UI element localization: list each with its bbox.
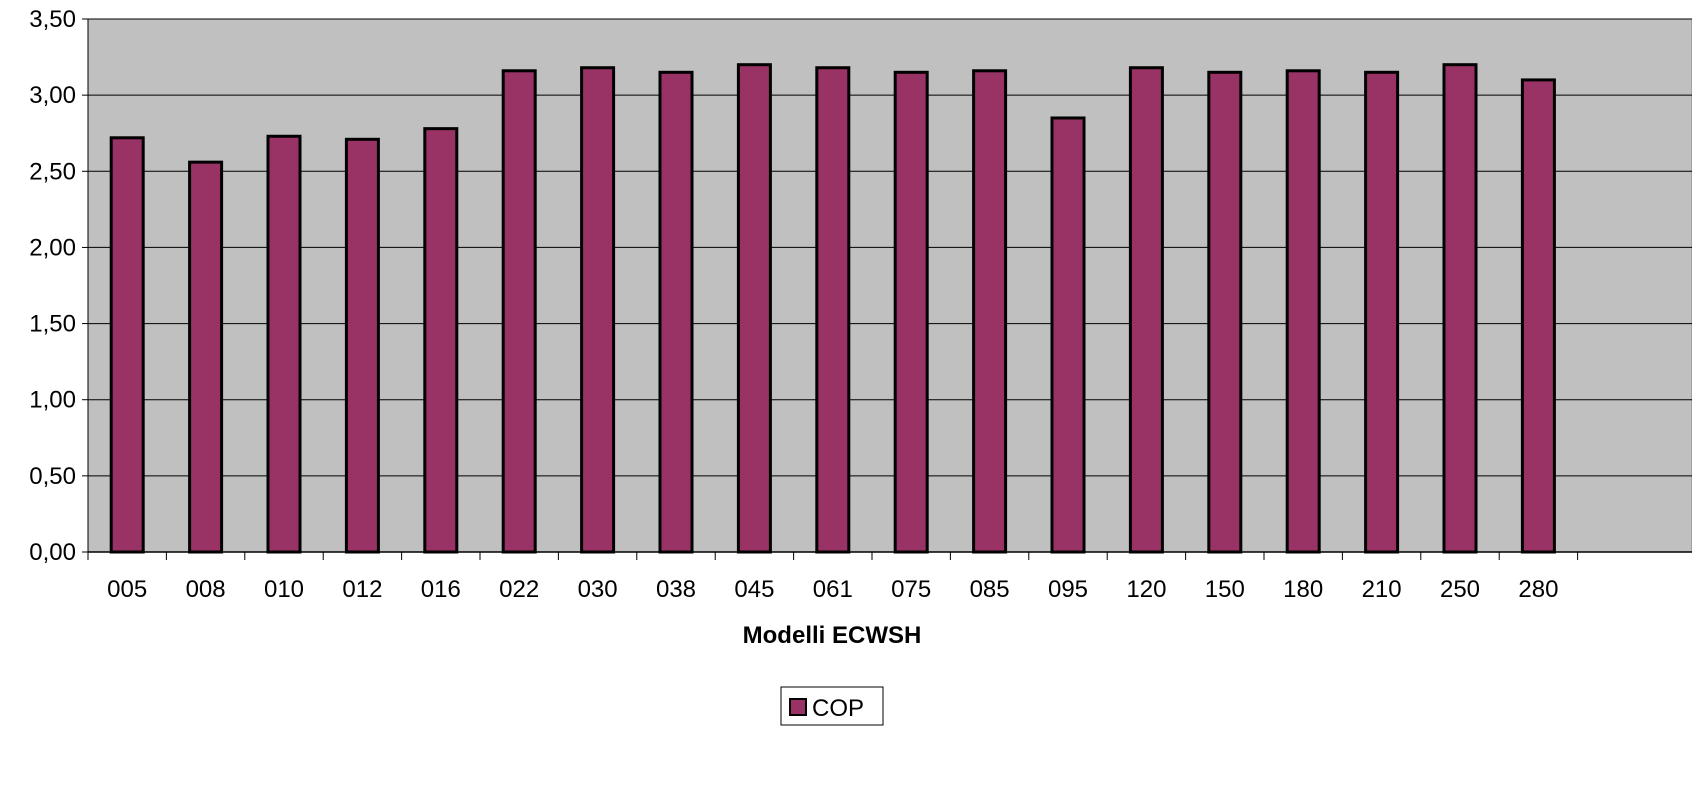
x-tick-label: 210 [1362,576,1402,603]
y-tick-label: 3,00 [29,82,76,109]
y-tick-label: 0,50 [29,463,76,490]
x-tick-label: 150 [1205,576,1245,603]
y-tick-label: 2,50 [29,158,76,185]
bar-075 [893,70,929,554]
x-tick-label: 010 [264,576,304,603]
y-tick-label: 0,00 [29,539,76,566]
x-tick-label: 022 [499,576,539,603]
y-tick-label: 2,00 [29,234,76,261]
x-tick-label: 180 [1283,576,1323,603]
bar-120 [1128,66,1164,554]
x-axis-title: Modelli ECWSH [743,622,922,649]
bar-038 [658,70,694,554]
bar-022 [501,69,537,554]
bar-250 [1442,63,1478,554]
bar-210 [1364,70,1400,554]
x-tick-label: 280 [1518,576,1558,603]
bar-012 [344,137,380,554]
bars [109,63,1556,554]
x-tick-label: 005 [107,576,147,603]
legend: COP [780,686,884,726]
x-axis: 005 008 010 012 016 022 030 038 045 061 075 085 095 1… [87,551,1692,603]
x-tick-label: 012 [342,576,382,603]
bar-005 [109,136,145,554]
y-tick-label: 1,50 [29,311,76,338]
bar-150 [1207,70,1243,554]
x-tick-label: 016 [421,576,461,603]
bar-095 [1050,116,1086,554]
bar-045 [736,63,772,554]
legend-label-cop: COP [812,695,864,722]
bar-016 [423,127,459,554]
legend-swatch-cop [789,698,807,716]
bar-010 [266,134,302,554]
bar-030 [580,66,616,554]
x-tick-label: 038 [656,576,696,603]
y-tick-label: 3,50 [29,6,76,33]
x-tick-label: 045 [734,576,774,603]
x-tick-label: 095 [1048,576,1088,603]
x-tick-label: 075 [891,576,931,603]
bar-008 [188,160,224,554]
x-tick-label: 061 [813,576,853,603]
x-tick-label: 120 [1126,576,1166,603]
bar-061 [815,66,851,554]
bar-280 [1520,78,1556,554]
x-tick-label: 008 [186,576,226,603]
x-tick-label: 030 [578,576,618,603]
y-axis: 0,00 0,50 1,00 1,50 2,00 2,50 3,00 3,50 [29,6,89,566]
x-tick-label: 250 [1440,576,1480,603]
bar-180 [1285,69,1321,554]
y-tick-label: 1,00 [29,387,76,414]
bar-085 [972,69,1008,554]
x-tick-label: 085 [970,576,1010,603]
